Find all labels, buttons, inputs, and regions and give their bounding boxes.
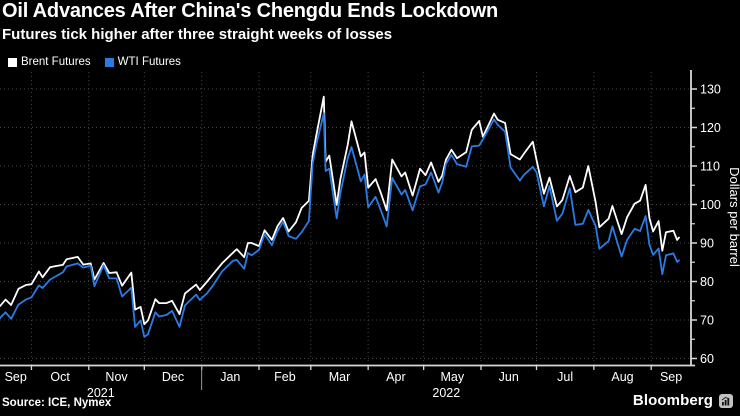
x-axis-month-label: Apr <box>386 370 405 384</box>
y-axis-tick-label: 60 <box>700 352 714 366</box>
x-axis-month-label: Sep <box>660 370 682 384</box>
x-axis-year-label: 2021 <box>87 386 115 400</box>
x-axis-month-label: Sep <box>5 370 27 384</box>
x-axis-month-label: Oct <box>50 370 70 384</box>
y-axis-ticks: 60 70 80 90 100 110 120 130 <box>691 82 721 366</box>
legend-label-brent: Brent Futures <box>21 56 91 68</box>
wti-swatch-icon <box>104 57 114 67</box>
series-lines <box>0 95 680 338</box>
legend: Brent Futures WTI Futures <box>8 56 181 68</box>
brent-futures-line <box>0 95 680 326</box>
x-axis-month-label: Mar <box>329 370 351 384</box>
x-gridlines <box>30 72 652 366</box>
legend-item-wti: WTI Futures <box>104 56 181 68</box>
y-axis-tick-label: 130 <box>700 82 721 96</box>
brent-swatch-icon <box>8 57 17 67</box>
x-axis-ticks <box>30 365 652 370</box>
axes <box>0 70 695 367</box>
legend-label-wti: WTI Futures <box>117 56 181 68</box>
wti-futures-line <box>0 112 680 338</box>
x-axis-month-label: Nov <box>105 370 128 384</box>
bloomberg-wordmark: Bloomberg <box>632 392 713 409</box>
y-axis-tick-label: 120 <box>700 121 721 135</box>
x-axis-month-label: Jun <box>499 370 519 384</box>
legend-item-brent: Brent Futures <box>8 56 91 68</box>
source-note: Source: ICE, Nymex <box>2 397 112 409</box>
y-axis-label: Dollars per barrel <box>727 167 740 267</box>
y-axis-tick-label: 100 <box>700 198 721 212</box>
bloomberg-logo: Bloomberg <box>633 392 733 409</box>
y-axis-tick-label: 90 <box>700 236 714 250</box>
x-axis-year-label: 2022 <box>432 386 460 400</box>
x-axis-month-label: Jan <box>220 370 240 384</box>
page-subtitle: Futures tick higher after three straight… <box>2 26 393 43</box>
y-axis-tick-label: 70 <box>700 313 714 327</box>
x-axis-month-label: Feb <box>274 370 296 384</box>
page-title: Oil Advances After China's Chengdu Ends … <box>2 0 498 22</box>
x-axis-month-label: Jul <box>557 370 573 384</box>
bloomberg-chart-icon <box>719 393 733 408</box>
x-axis-month-label: Dec <box>162 370 184 384</box>
x-axis-month-label: May <box>441 370 465 384</box>
y-axis-tick-label: 80 <box>700 275 714 289</box>
y-gridlines <box>0 88 691 359</box>
x-month-labels: Sep Oct Nov Dec Jan Feb Mar Apr May Jun Jul Aug Sep <box>5 370 683 384</box>
y-axis-tick-label: 110 <box>700 159 720 173</box>
x-axis-month-label: Aug <box>611 370 633 384</box>
x-year-labels: 2021 2022 <box>87 365 460 400</box>
y-axis-title: Dollars per barrel <box>727 167 740 267</box>
